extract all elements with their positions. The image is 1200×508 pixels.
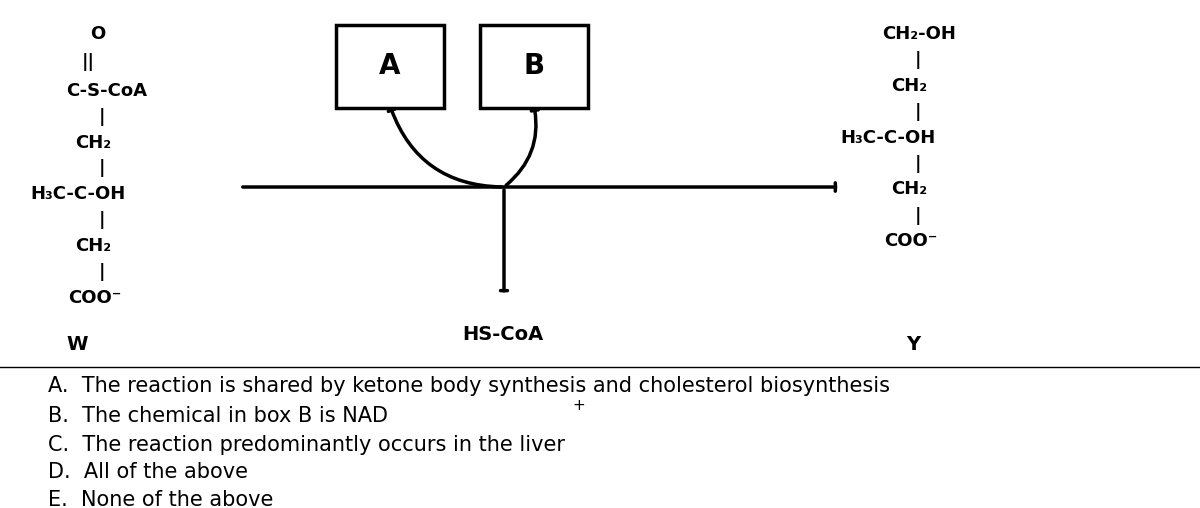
Text: O: O — [90, 25, 106, 44]
FancyBboxPatch shape — [480, 24, 588, 108]
Text: |: | — [914, 155, 920, 173]
Text: |: | — [98, 263, 104, 280]
Text: |: | — [98, 108, 104, 126]
Text: |: | — [98, 211, 104, 229]
Text: B: B — [523, 52, 545, 80]
Text: CH₂: CH₂ — [76, 134, 112, 152]
Text: CH₂: CH₂ — [76, 237, 112, 255]
Text: |: | — [914, 51, 920, 69]
Text: B.  The chemical in box B is NAD: B. The chemical in box B is NAD — [48, 406, 388, 426]
Text: A.  The reaction is shared by ketone body synthesis and cholesterol biosynthesis: A. The reaction is shared by ketone body… — [48, 376, 890, 396]
Text: |: | — [914, 207, 920, 225]
Text: H₃C-C-OH: H₃C-C-OH — [30, 185, 125, 203]
Text: CH₂-OH: CH₂-OH — [882, 25, 956, 44]
Text: W: W — [66, 335, 88, 354]
Text: COO⁻: COO⁻ — [68, 289, 121, 307]
Text: |: | — [914, 103, 920, 121]
Text: |: | — [98, 160, 104, 177]
Text: E.  None of the above: E. None of the above — [48, 490, 274, 508]
Text: C-S-CoA: C-S-CoA — [66, 82, 148, 100]
Text: H₃C-C-OH: H₃C-C-OH — [840, 129, 935, 147]
FancyBboxPatch shape — [336, 24, 444, 108]
Text: +: + — [572, 398, 586, 412]
Text: C.  The reaction predominantly occurs in the liver: C. The reaction predominantly occurs in … — [48, 435, 565, 455]
Text: HS-CoA: HS-CoA — [462, 325, 544, 344]
Text: Y: Y — [906, 335, 920, 354]
Text: ||: || — [82, 52, 95, 71]
Text: CH₂: CH₂ — [892, 180, 928, 199]
Text: A: A — [379, 52, 401, 80]
Text: D.  All of the above: D. All of the above — [48, 462, 248, 483]
Text: CH₂: CH₂ — [892, 77, 928, 95]
Text: COO⁻: COO⁻ — [884, 232, 937, 250]
